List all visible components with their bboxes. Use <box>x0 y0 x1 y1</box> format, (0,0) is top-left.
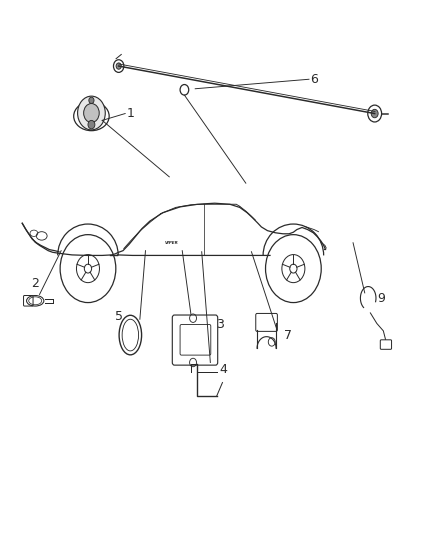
Circle shape <box>84 103 99 123</box>
Text: 7: 7 <box>284 328 292 342</box>
Circle shape <box>78 96 105 130</box>
Circle shape <box>89 97 94 103</box>
Text: 6: 6 <box>310 73 318 86</box>
Text: 3: 3 <box>216 318 224 331</box>
Circle shape <box>371 109 378 118</box>
Text: 5: 5 <box>115 310 123 323</box>
Text: 9: 9 <box>377 292 385 305</box>
Text: 4: 4 <box>219 363 227 376</box>
Circle shape <box>116 63 121 69</box>
Text: 2: 2 <box>31 277 39 290</box>
Text: VIPER: VIPER <box>165 241 178 245</box>
Text: 1: 1 <box>127 107 134 120</box>
Circle shape <box>88 120 95 129</box>
